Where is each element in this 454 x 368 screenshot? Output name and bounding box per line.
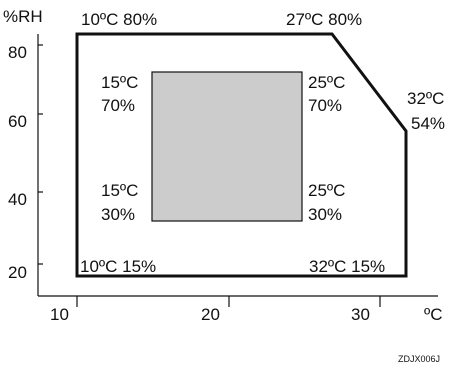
outer-operating-region: [75, 32, 408, 278]
inner-recommended-region: [151, 71, 303, 222]
inner-label-top-left-temp: 15ºC: [101, 73, 138, 92]
y-tick-label-40: 40: [8, 190, 27, 209]
inner-label-bottom-left-temp: 15ºC: [101, 181, 138, 200]
inner-label-top-right-temp: 25ºC: [308, 73, 345, 92]
x-tick-label-30: 30: [351, 305, 370, 324]
inner-label-bottom-left-humidity: 30%: [101, 205, 135, 224]
outer-label-right-humidity: 54%: [411, 114, 445, 133]
outer-label-bottom-right: 32ºC 15%: [309, 257, 385, 276]
inner-label-bottom-right-humidity: 30%: [308, 205, 342, 224]
x-tick-label-20: 20: [201, 305, 220, 324]
figure-code: ZDJX006J: [398, 354, 440, 364]
y-tick-label-80: 80: [8, 43, 27, 62]
inner-label-bottom-right-temp: 25ºC: [308, 181, 345, 200]
inner-label-top-right-humidity: 70%: [308, 96, 342, 115]
y-tick-label-20: 20: [8, 263, 27, 282]
outer-label-top-left: 10ºC 80%: [81, 10, 157, 29]
outer-label-bottom-left: 10ºC 15%: [80, 257, 156, 276]
outer-label-top-right: 27ºC 80%: [286, 10, 362, 29]
inner-label-top-left-humidity: 70%: [101, 96, 135, 115]
y-tick-label-60: 60: [8, 112, 27, 131]
y-axis-unit: %RH: [3, 7, 43, 26]
x-axis-unit: ºC: [424, 305, 443, 324]
outer-label-right-temp: 32ºC: [407, 89, 444, 108]
x-tick-label-10: 10: [50, 305, 69, 324]
